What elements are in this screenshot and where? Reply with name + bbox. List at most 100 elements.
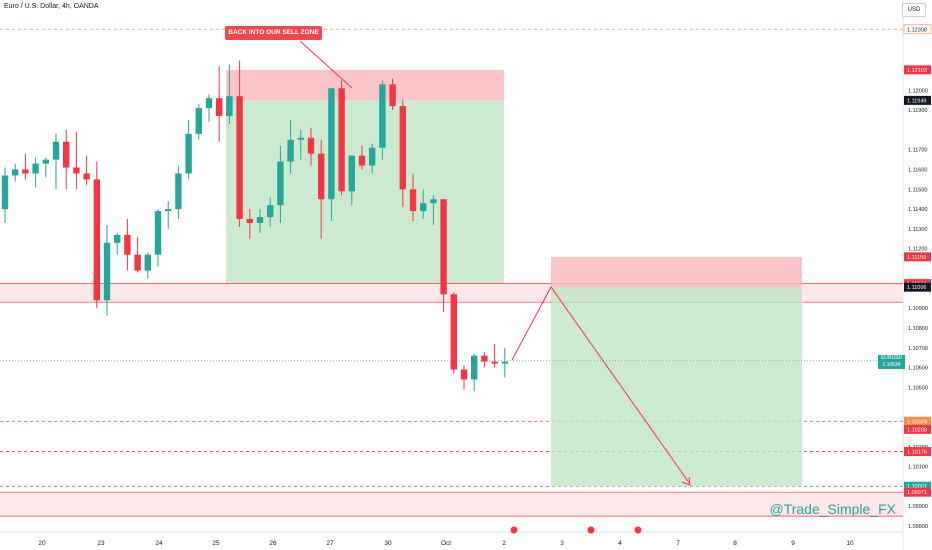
x-tick-label: 26 bbox=[269, 540, 277, 547]
candle-body bbox=[430, 199, 437, 204]
candle-body bbox=[440, 199, 447, 295]
candle-body bbox=[185, 133, 192, 174]
y-tick-label: 1.09900 bbox=[908, 504, 928, 510]
price-tag bbox=[904, 65, 931, 75]
candle-body bbox=[93, 179, 100, 301]
y-tick-label: 1.10100 bbox=[908, 465, 928, 471]
candle-body bbox=[73, 167, 80, 174]
y-tick-label: 1.11500 bbox=[908, 187, 927, 193]
candle-body bbox=[409, 189, 417, 212]
price-tag-label: 1.10176 bbox=[907, 450, 927, 456]
candle-body bbox=[1, 175, 9, 210]
candle-body bbox=[42, 159, 49, 164]
price-axis-bg bbox=[903, 0, 932, 550]
x-tick-label: 30 bbox=[384, 540, 392, 547]
x-tick-label: 3 bbox=[560, 540, 564, 547]
candle-body bbox=[12, 169, 19, 176]
price-tag-label: 1.11006 bbox=[907, 285, 926, 291]
candle-body bbox=[420, 203, 427, 212]
projection-profit-box bbox=[551, 287, 802, 487]
candle-body bbox=[318, 153, 325, 200]
candle-body bbox=[256, 217, 264, 223]
x-tick-label: 27 bbox=[326, 540, 334, 547]
symbol-label: EURUSD bbox=[880, 355, 903, 361]
projection-arrowhead bbox=[681, 476, 691, 486]
price-tag bbox=[904, 416, 931, 426]
candle-body bbox=[379, 84, 386, 148]
candle-body bbox=[134, 254, 141, 271]
price-tag-label: 1.11159 bbox=[907, 255, 926, 261]
history-stop-box bbox=[226, 69, 504, 101]
y-tick-label: 1.11700 bbox=[908, 148, 927, 154]
candle-body bbox=[205, 98, 213, 109]
symbol-change: -0.89% bbox=[883, 369, 900, 375]
candle-body bbox=[226, 96, 233, 117]
price-tag bbox=[904, 95, 931, 105]
currency-button[interactable]: USD bbox=[902, 3, 926, 17]
price-tag-label: 1.09971 bbox=[907, 490, 927, 496]
candle-body bbox=[165, 209, 172, 212]
price-tag-label: 1.10288 bbox=[907, 427, 927, 433]
symbol-price: 1.10634 bbox=[882, 362, 901, 368]
price-tag-label: 1.11949 bbox=[907, 98, 926, 104]
candle-body bbox=[32, 163, 39, 174]
event-icon bbox=[510, 526, 518, 534]
candle-body bbox=[236, 96, 243, 220]
y-tick-label: 1.11900 bbox=[908, 108, 927, 114]
price-tag bbox=[904, 487, 931, 497]
candle-body bbox=[297, 137, 304, 140]
y-tick-label: 1.11200 bbox=[908, 247, 927, 253]
candle-body bbox=[399, 106, 406, 190]
annotation-pointer bbox=[299, 40, 353, 89]
candle-body bbox=[277, 161, 284, 206]
x-tick-label: Oct bbox=[441, 540, 451, 547]
candle-body bbox=[22, 169, 29, 174]
x-tick-label: 2 bbox=[502, 540, 506, 547]
price-tag bbox=[903, 24, 932, 35]
candle-body bbox=[338, 88, 345, 192]
x-tick-label: 24 bbox=[155, 540, 163, 547]
candle-body bbox=[491, 361, 498, 364]
support-band bbox=[0, 492, 903, 517]
candle-body bbox=[358, 155, 366, 166]
y-tick-label: 1.11300 bbox=[908, 227, 927, 233]
price-tag bbox=[904, 282, 931, 292]
candle-body bbox=[450, 294, 457, 370]
projection-stop-box bbox=[551, 256, 802, 288]
x-tick-label: 9 bbox=[791, 540, 795, 547]
candle-body bbox=[175, 173, 182, 210]
candle-body bbox=[195, 108, 202, 134]
price-tag-label: 1.12103 bbox=[907, 68, 927, 74]
x-tick-label: 10 bbox=[846, 540, 854, 547]
event-icon bbox=[634, 526, 642, 534]
candle-body bbox=[307, 137, 315, 154]
candle-body bbox=[460, 369, 468, 380]
price-tag-label: 1.12308 bbox=[907, 27, 927, 33]
y-tick-label: 1.10900 bbox=[908, 306, 928, 312]
candle-body bbox=[328, 88, 335, 200]
annotation-label: BACK INTO OUR SELL ZONE bbox=[225, 26, 322, 40]
y-tick-label: 1.10700 bbox=[908, 346, 928, 352]
y-tick-label: 1.09800 bbox=[908, 524, 928, 530]
candle-body bbox=[216, 98, 223, 117]
y-tick-label: 1.11400 bbox=[908, 207, 927, 213]
candle-body bbox=[103, 242, 111, 301]
y-tick-label: 1.12000 bbox=[908, 88, 928, 94]
price-tag bbox=[904, 424, 931, 434]
candle-body bbox=[52, 141, 60, 160]
candle-body bbox=[369, 147, 376, 166]
candle-body bbox=[83, 173, 90, 180]
symbol-title: Euro / U.S. Dollar, 4h, OANDA bbox=[4, 3, 99, 10]
history-profit-box bbox=[226, 100, 504, 284]
candle-body bbox=[287, 139, 294, 162]
projection-arrow bbox=[511, 286, 691, 485]
candle-body bbox=[501, 361, 508, 364]
price-tag bbox=[904, 252, 931, 262]
y-tick-label: 1.10500 bbox=[908, 385, 928, 391]
candle-body bbox=[246, 219, 253, 223]
y-tick-label: 1.10800 bbox=[908, 326, 928, 332]
candle-body bbox=[481, 355, 488, 362]
candle-body bbox=[154, 211, 162, 255]
candle-body bbox=[348, 155, 355, 192]
